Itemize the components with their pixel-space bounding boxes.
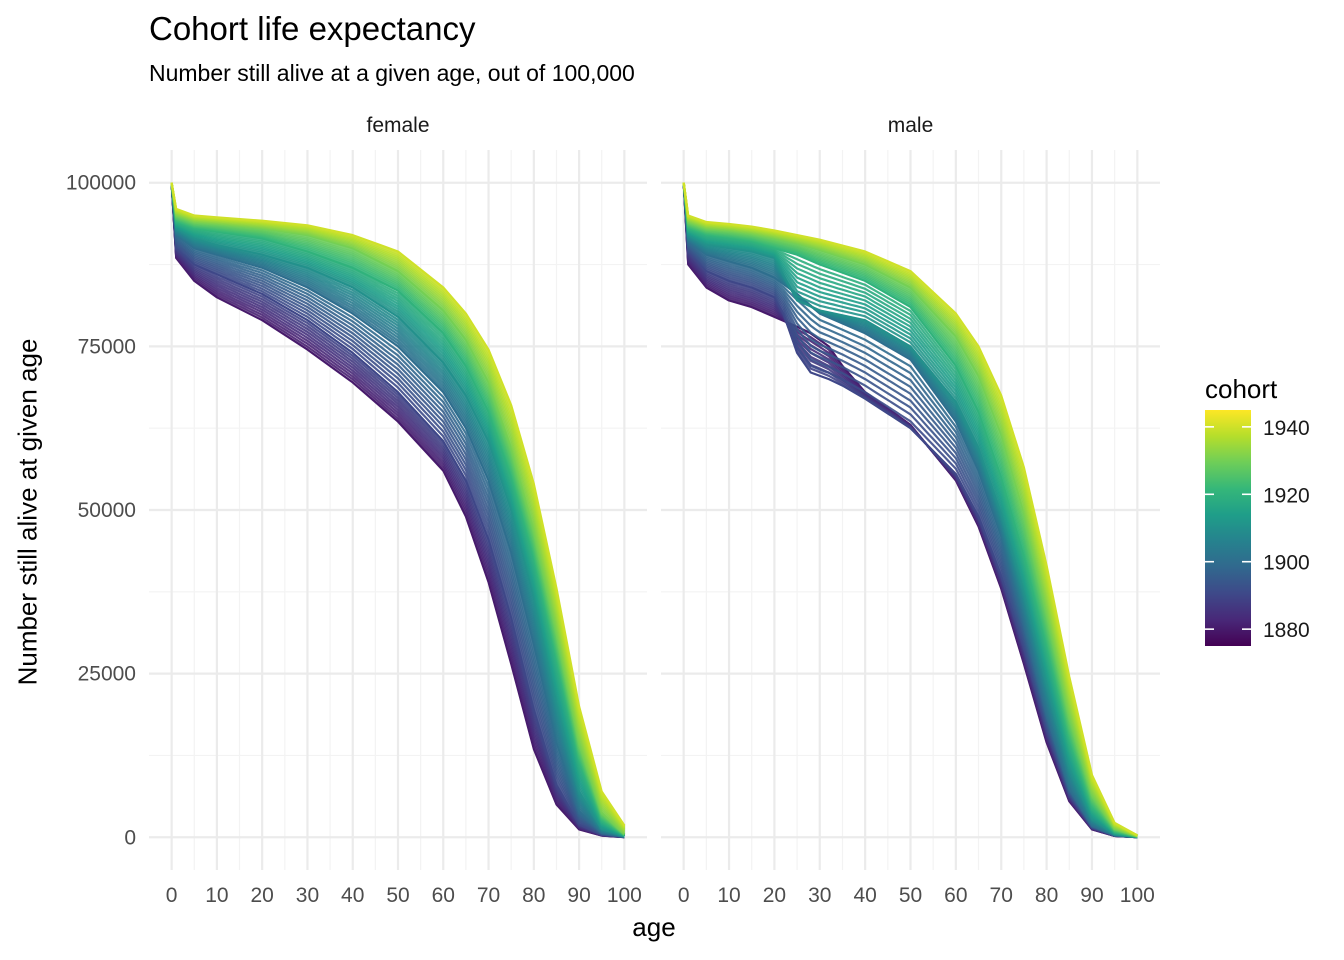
- panel-male: 0 10 20 30 40 50 60 70 80 90 100: [661, 150, 1160, 907]
- y-tick-label: 50000: [78, 499, 136, 522]
- legend-tick-label: 1880: [1263, 619, 1310, 642]
- x-tick-label: 40: [341, 884, 364, 907]
- series-line-female-1890: [170, 182, 625, 838]
- x-tick-label: 0: [166, 884, 178, 907]
- legend-tick-label: 1940: [1263, 417, 1310, 440]
- x-tick-label: 90: [1080, 884, 1103, 907]
- x-tick-label: 20: [763, 884, 786, 907]
- x-tick-label: 10: [717, 884, 740, 907]
- x-tick-label: 60: [944, 884, 967, 907]
- series-line-female-interp: [170, 182, 625, 838]
- x-tick-label: 30: [808, 884, 831, 907]
- x-tick-label: 80: [522, 884, 545, 907]
- x-tick-label: 50: [386, 884, 409, 907]
- series-lines-female: [170, 182, 626, 839]
- x-tick-label: 80: [1035, 884, 1058, 907]
- y-tick-label: 75000: [78, 335, 136, 358]
- y-tick-label: 0: [124, 826, 136, 849]
- series-line-male-1940: [682, 182, 1138, 837]
- x-tick-label: 30: [296, 884, 319, 907]
- series-line-female-interp: [170, 182, 625, 838]
- series-line-female-interp: [170, 182, 625, 838]
- series-line-female-interp: [170, 182, 625, 838]
- legend-tick-label: 1920: [1263, 484, 1310, 507]
- x-tick-label: 10: [205, 884, 228, 907]
- x-tick-label: 20: [251, 884, 274, 907]
- chart-title: Cohort life expectancy: [149, 10, 476, 47]
- legend-title: cohort: [1205, 374, 1278, 404]
- x-axis-label: age: [632, 912, 676, 942]
- y-tick-label: 25000: [78, 663, 136, 686]
- legend-tick-label: 1900: [1263, 552, 1310, 575]
- x-tick-label: 90: [567, 884, 590, 907]
- x-tick-label: 70: [990, 884, 1013, 907]
- series-line-female-interp: [170, 182, 625, 838]
- facet-strip-male: male: [887, 114, 934, 137]
- series-lines-male: [682, 182, 1138, 839]
- series-line-female-interp: [170, 182, 625, 838]
- y-tick-label: 100000: [66, 172, 136, 195]
- x-tick-label: 50: [899, 884, 922, 907]
- legend-colorbar: [1205, 410, 1251, 646]
- x-tick-label: 40: [853, 884, 876, 907]
- panel-female: 0 10 20 30 40 50 60 70 80 90 100: [149, 150, 647, 907]
- x-tick-label: 60: [432, 884, 455, 907]
- series-line-female-interp: [170, 182, 625, 838]
- chart-subtitle: Number still alive at a given age, out o…: [149, 60, 635, 86]
- series-line-female-interp: [170, 182, 625, 838]
- x-tick-label: 70: [477, 884, 500, 907]
- x-tick-label: 100: [1120, 884, 1155, 907]
- x-tick-label: 100: [607, 884, 642, 907]
- series-line-female-interp: [170, 182, 625, 838]
- x-tick-label: 0: [678, 884, 690, 907]
- series-line-female-1940: [170, 182, 626, 827]
- facet-strip-female: female: [366, 114, 430, 137]
